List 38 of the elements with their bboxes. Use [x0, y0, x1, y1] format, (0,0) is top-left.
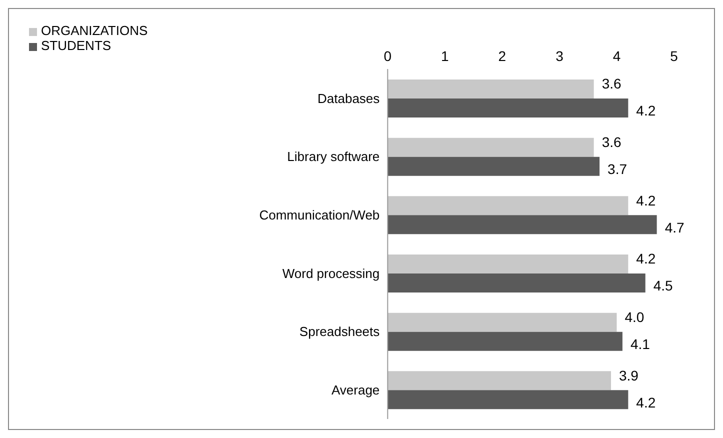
- x-tick-label: 4: [612, 48, 621, 64]
- x-tick-label: 1: [441, 48, 450, 64]
- data-label: 3.7: [608, 161, 628, 178]
- x-tick-label: 2: [498, 48, 506, 64]
- bar: [388, 98, 628, 118]
- bar: [388, 371, 612, 390]
- bar: [388, 80, 594, 98]
- bar: [388, 274, 646, 292]
- bar: [388, 156, 600, 176]
- legend-label: ORGANIZATIONS: [41, 23, 148, 38]
- y-tick-label: Communication/Web: [259, 207, 380, 222]
- data-label: 3.9: [619, 367, 639, 384]
- bar: [388, 390, 628, 410]
- x-tick-label: 0: [384, 48, 392, 64]
- data-label: 4.0: [624, 309, 644, 326]
- y-tick-label: Average: [331, 382, 380, 398]
- data-label: 4.2: [636, 192, 656, 208]
- bar: [388, 312, 617, 332]
- data-label: 4.2: [636, 394, 656, 410]
- y-tick-label: Word processing: [282, 266, 380, 281]
- data-label: 4.2: [636, 250, 656, 267]
- data-label: 4.5: [653, 278, 674, 294]
- y-tick-label: Databases: [318, 90, 380, 106]
- data-label: 4.2: [636, 102, 656, 119]
- data-label: 3.6: [602, 76, 622, 92]
- data-label: 4.7: [664, 219, 684, 236]
- y-tick-label: Spreadsheets: [299, 324, 380, 340]
- y-tick-label: Library software: [287, 149, 380, 164]
- bar: [388, 332, 622, 351]
- data-label: 4.1: [630, 336, 650, 352]
- legend-label: STUDENTS: [41, 38, 112, 53]
- data-label: 3.6: [602, 134, 622, 150]
- x-tick-label: 5: [670, 48, 678, 64]
- bar: [388, 254, 628, 274]
- bar: [388, 196, 628, 216]
- bar: [388, 215, 657, 234]
- bar: [388, 138, 594, 157]
- x-tick-label: 3: [556, 48, 564, 64]
